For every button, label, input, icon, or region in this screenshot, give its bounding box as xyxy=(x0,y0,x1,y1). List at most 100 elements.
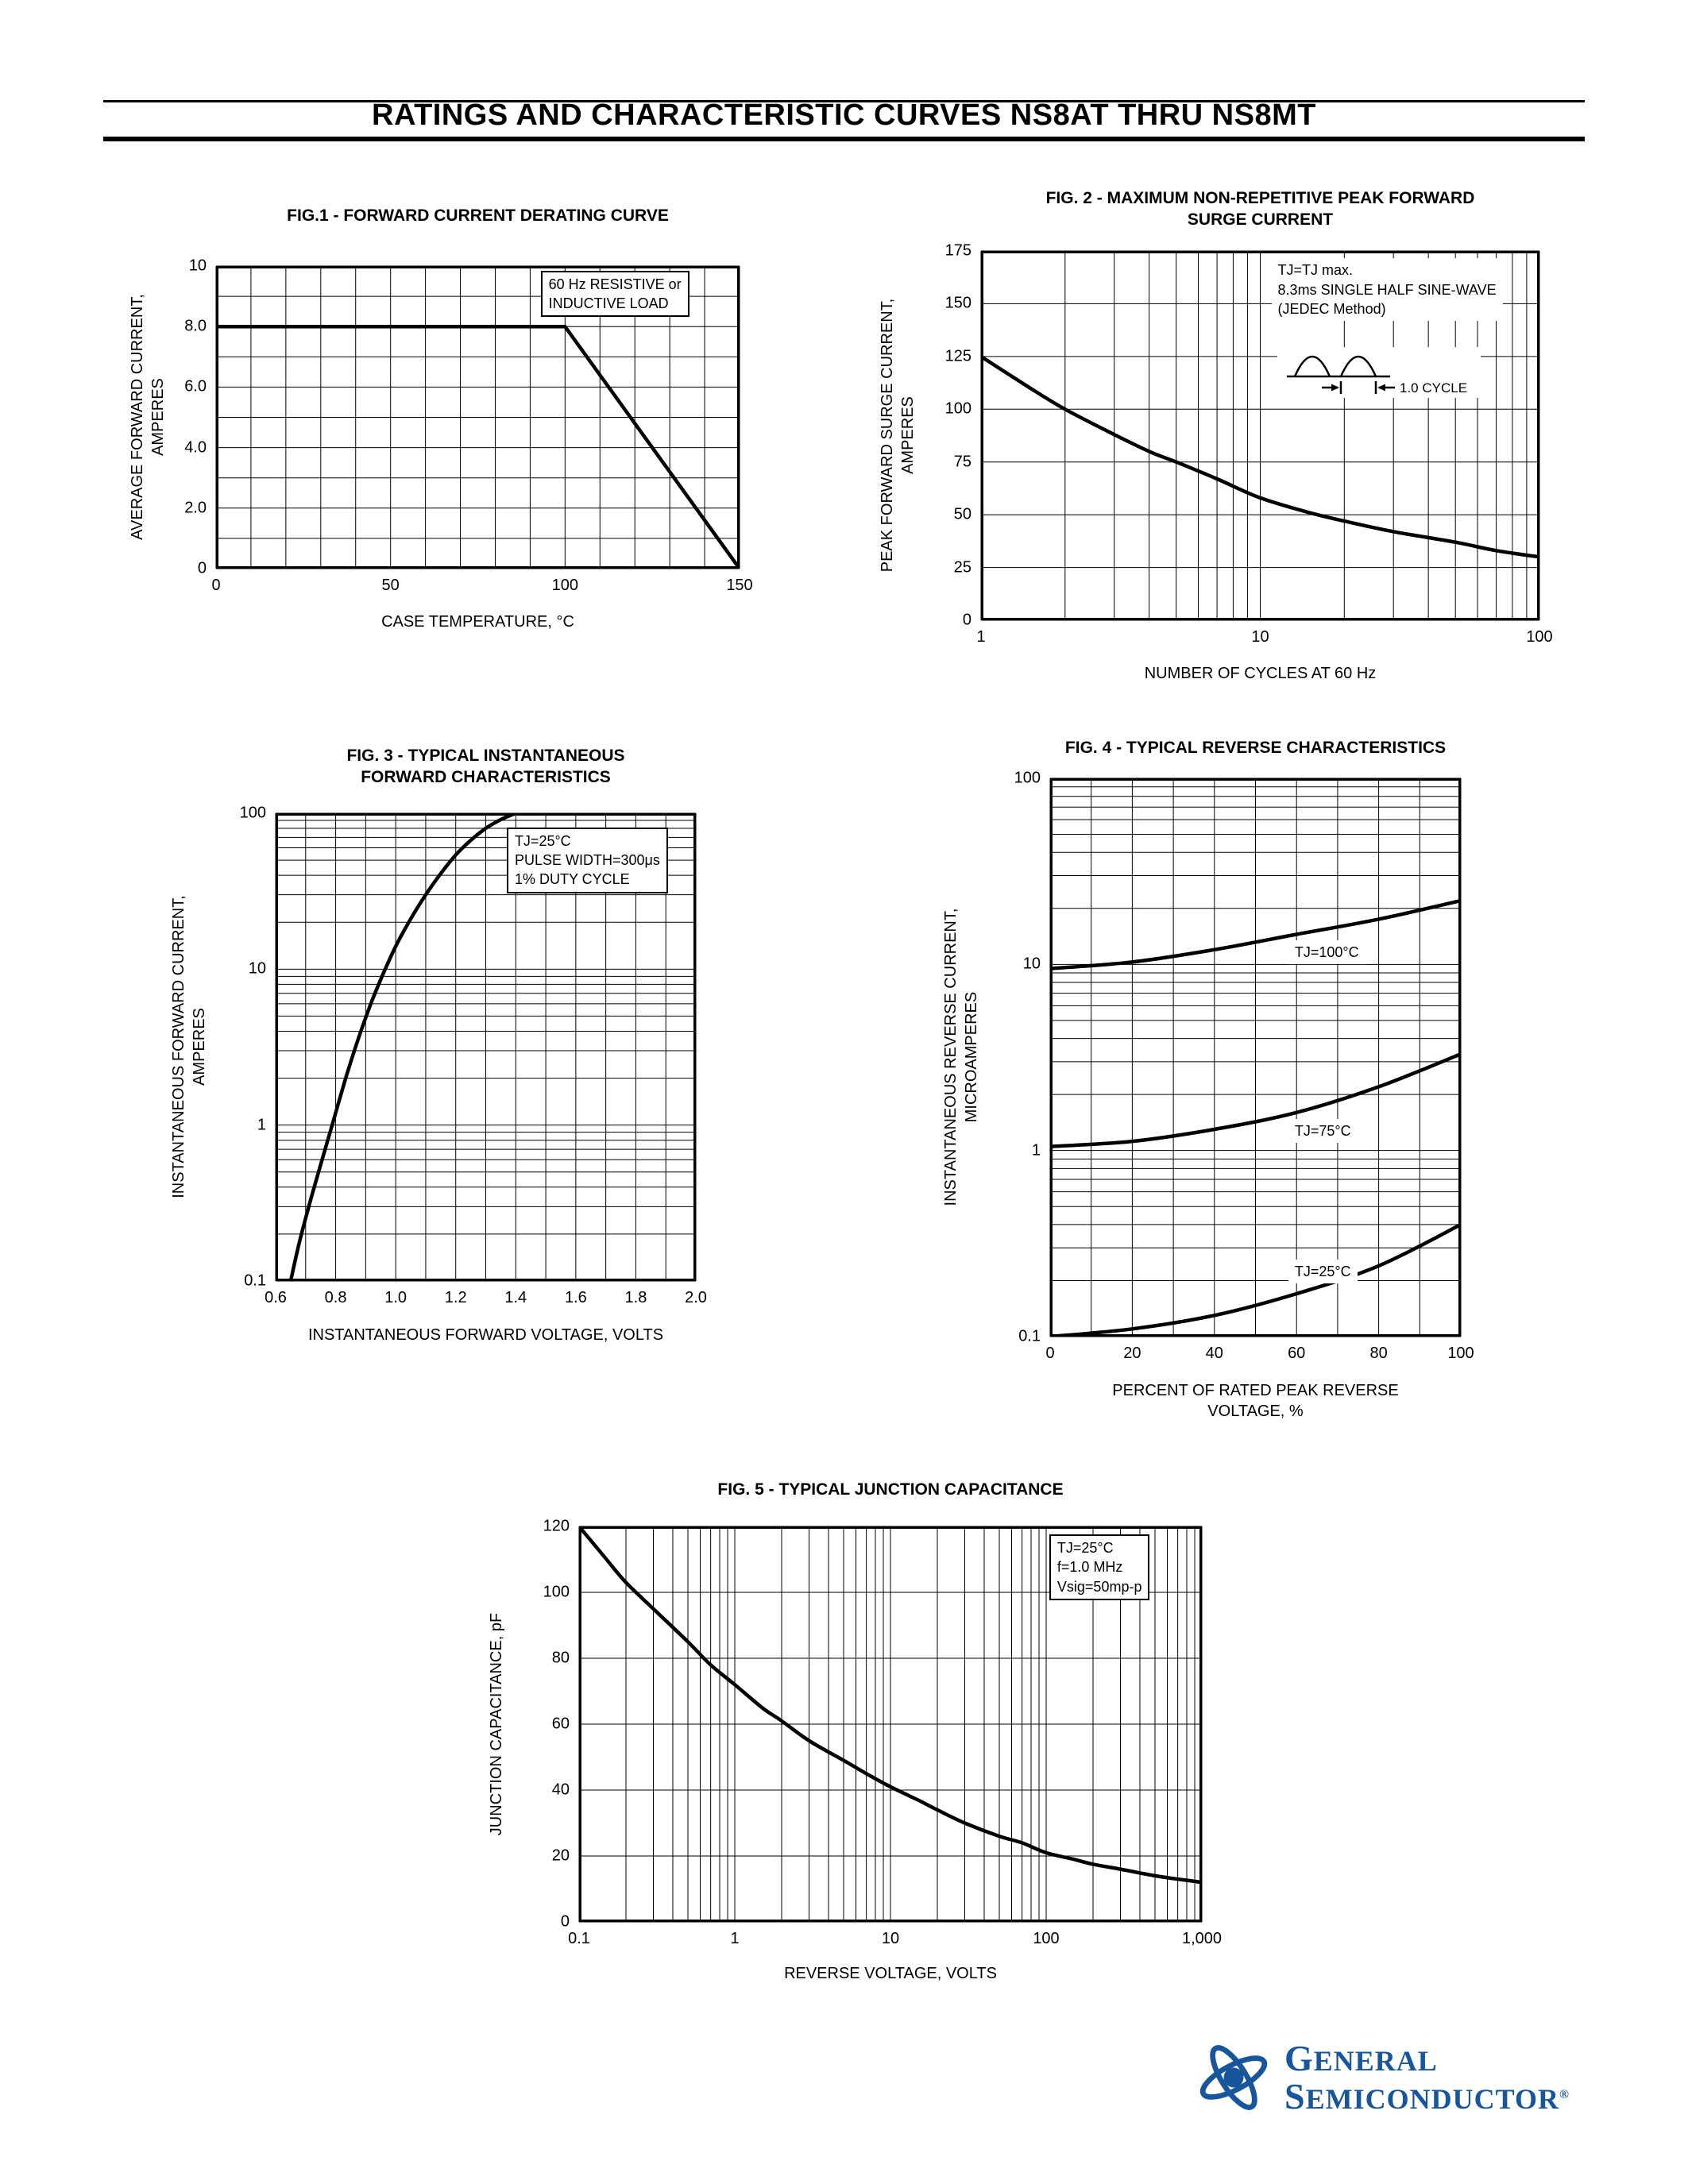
half-sine-wave-icon: 1.0 CYCLE xyxy=(1284,349,1474,396)
figure-5-x-axis-label: REVERSE VOLTAGE, VOLTS xyxy=(579,1963,1202,1984)
figure-title-line: FIG.1 - FORWARD CURRENT DERATING CURVE xyxy=(287,206,669,225)
chart-annotation: TJ=25°C PULSE WIDTH=300μs 1% DUTY CYCLE xyxy=(506,827,668,893)
x-axis-label-line: INSTANTANEOUS FORWARD VOLTAGE, VOLTS xyxy=(307,1326,664,1344)
y-tick-label: 100 xyxy=(944,399,971,418)
figure-4-title: FIG. 4 - TYPICAL REVERSE CHARACTERISTICS xyxy=(1050,737,1461,758)
annotation-line: TJ=25°C xyxy=(1294,1263,1351,1279)
annotation-line: TJ=75°C xyxy=(1294,1122,1351,1139)
chart-annotation: TJ=100°C xyxy=(1288,940,1365,965)
figure-4-x-axis-label: PERCENT OF RATED PEAK REVERSE VOLTAGE, % xyxy=(1050,1380,1461,1422)
figure-title-line: FIG. 2 - MAXIMUM NON-REPETITIVE PEAK FOR… xyxy=(1045,189,1475,207)
chart-canvas xyxy=(1049,778,1462,1337)
x-tick-label: 0 xyxy=(211,577,221,594)
header-rule-bottom xyxy=(103,137,1585,141)
y-tick-label: 125 xyxy=(944,347,971,365)
x-tick-label: 20 xyxy=(1123,1345,1141,1362)
figure-5-title: FIG. 5 - TYPICAL JUNCTION CAPACITANCE xyxy=(579,1479,1202,1500)
y-tick-label: 4.0 xyxy=(184,438,207,457)
annotation-line: 1% DUTY CYCLE xyxy=(514,871,630,888)
chart-annotation: TJ=25°C f=1.0 MHz Vsig=50mp-p xyxy=(1049,1534,1150,1600)
x-tick-label: 2.0 xyxy=(685,1289,707,1306)
y-tick-label: 150 xyxy=(944,294,971,312)
atom-globe-icon xyxy=(1196,2039,1272,2116)
plot-border xyxy=(579,1526,1202,1922)
chart-canvas xyxy=(215,265,740,569)
x-tick-label: 100 xyxy=(1526,628,1553,646)
y-tick-label: 60 xyxy=(551,1715,570,1733)
page-title: RATINGS AND CHARACTERISTIC CURVES NS8AT … xyxy=(372,98,1316,132)
grid-lines xyxy=(1049,778,1462,1337)
x-axis-label-line: PERCENT OF RATED PEAK REVERSE xyxy=(1112,1382,1399,1399)
x-tick-label: 100 xyxy=(551,577,579,594)
x-tick-label: 1.2 xyxy=(444,1289,467,1306)
x-tick-label: 0.1 xyxy=(568,1930,590,1947)
y-tick-label: 40 xyxy=(551,1781,570,1799)
x-tick-label: 100 xyxy=(1447,1345,1474,1362)
annotation-line: INDUCTIVE LOAD xyxy=(548,295,669,311)
cycle-annotation: 1.0 CYCLE xyxy=(1277,346,1481,398)
figure-3-y-axis-label: INSTANTANEOUS FORWARD CURRENT, AMPERES xyxy=(168,895,210,1198)
y-axis-label-line: AMPERES xyxy=(191,1008,208,1086)
figure-title-line: FIG. 5 - TYPICAL JUNCTION CAPACITANCE xyxy=(717,1480,1064,1499)
figure-3-title: FIG. 3 - TYPICAL INSTANTANEOUS FORWARD C… xyxy=(276,745,696,789)
brand-name: GENERAL SEMICONDUCTOR® xyxy=(1284,2039,1570,2116)
x-axis-label-line: CASE TEMPERATURE, °C xyxy=(381,613,574,631)
annotation-line: 60 Hz RESISTIVE or xyxy=(548,276,682,292)
annotation-line: Vsig=50mp-p xyxy=(1056,1578,1142,1595)
figure-title-line: FIG. 4 - TYPICAL REVERSE CHARACTERISTICS xyxy=(1064,739,1447,757)
annotation-line: TJ=TJ max. xyxy=(1277,262,1354,279)
brand-name-line1: GENERAL xyxy=(1284,2038,1438,2078)
y-tick-label: 50 xyxy=(953,505,971,523)
x-axis-label-line: REVERSE VOLTAGE, VOLTS xyxy=(784,1965,997,1982)
figure-1-plot: 0 50 100 150 0 2.0 4.0 6.0 8.0 10 60 Hz RESISTIVE … xyxy=(184,257,753,595)
y-axis-label-line: INSTANTANEOUS FORWARD CURRENT, xyxy=(170,895,187,1198)
y-tick-label: 120 xyxy=(543,1517,570,1535)
figure-5-plot: 0.1 1 10 100 1,000 0 20 40 60 80 100 120 TJ=25°C f=1.… xyxy=(543,1518,1222,1948)
figure-1-y-axis-label: AVERAGE FORWARD CURRENT, AMPERES xyxy=(127,294,168,540)
y-axis-label-line: AMPERES xyxy=(899,396,917,474)
annotation-line: TJ=25°C xyxy=(1056,1539,1114,1556)
grid-lines xyxy=(578,1526,1203,1923)
y-tick-label: 0 xyxy=(962,611,971,629)
x-tick-label: 0 xyxy=(1045,1345,1055,1362)
figure-2-y-axis-label: PEAK FORWARD SURGE CURRENT, AMPERES xyxy=(877,299,918,572)
series-tj-25c-curve xyxy=(1050,1222,1461,1337)
series-surge-current xyxy=(981,354,1539,559)
plot-border xyxy=(276,813,696,1281)
y-tick-label: 80 xyxy=(551,1649,570,1667)
y-tick-label: 100 xyxy=(1014,769,1041,787)
y-tick-label: 0.1 xyxy=(244,1271,266,1290)
x-axis-label-line: NUMBER OF CYCLES AT 60 Hz xyxy=(1144,665,1377,682)
figure-2-x-axis-label: NUMBER OF CYCLES AT 60 Hz xyxy=(981,663,1539,684)
brand-name-line2: SEMICONDUCTOR® xyxy=(1284,2076,1570,2117)
figure-2-title: FIG. 2 - MAXIMUM NON-REPETITIVE PEAK FOR… xyxy=(981,187,1539,231)
annotation-line: 8.3ms SINGLE HALF SINE-WAVE xyxy=(1277,281,1497,298)
y-tick-label: 75 xyxy=(953,453,971,471)
y-tick-label: 8.0 xyxy=(184,317,207,335)
figure-4-y-axis-label: INSTANTANEOUS REVERSE CURRENT, MICROAMPE… xyxy=(941,909,982,1206)
chart-annotation: TJ=75°C xyxy=(1288,1118,1358,1144)
figure-2-plot: 1 10 100 0 25 50 75 100 125 150 175 TJ=TJ max. 8.3ms… xyxy=(945,242,1553,646)
y-axis-label-line: MICROAMPERES xyxy=(963,991,980,1123)
y-tick-label: 2.0 xyxy=(184,499,207,517)
figure-1-title: FIG.1 - FORWARD CURRENT DERATING CURVE xyxy=(216,205,740,226)
series-tj-75c-curve xyxy=(1050,1051,1461,1148)
chart-annotation: TJ=TJ max. 8.3ms SINGLE HALF SINE-WAVE (JE… xyxy=(1271,258,1503,322)
chart-canvas xyxy=(578,1526,1203,1923)
x-tick-label: 80 xyxy=(1369,1345,1388,1362)
x-tick-label: 10 xyxy=(1251,628,1269,646)
y-tick-label: 175 xyxy=(944,241,971,260)
y-tick-label: 10 xyxy=(1022,955,1041,973)
figure-title-line: SURGE CURRENT xyxy=(1187,210,1334,230)
x-tick-label: 50 xyxy=(381,577,400,594)
annotation-line: f=1.0 MHz xyxy=(1056,1559,1123,1576)
figure-3-plot: 0.6 0.8 1.0 1.2 1.4 1.6 1.8 2.0 0.1 1 10 100 TJ=25°C… xyxy=(240,805,707,1307)
series-derating-curve xyxy=(216,324,740,569)
x-tick-label: 1,000 xyxy=(1181,1930,1223,1947)
registered-trademark: ® xyxy=(1559,2088,1570,2102)
x-tick-label: 1.4 xyxy=(504,1289,527,1306)
figure-3-x-axis-label: INSTANTANEOUS FORWARD VOLTAGE, VOLTS xyxy=(276,1325,696,1345)
y-tick-label: 10 xyxy=(188,257,207,275)
brand-logo: GENERAL SEMICONDUCTOR® xyxy=(1196,2039,1570,2116)
annotation-line: PULSE WIDTH=300μs xyxy=(514,851,660,868)
